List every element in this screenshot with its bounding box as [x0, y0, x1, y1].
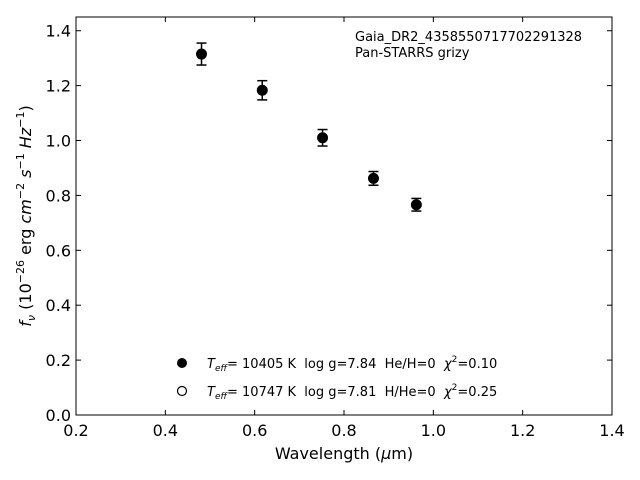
- x-axis-label: Wavelength (μm): [275, 444, 413, 463]
- plot-area: [75, 16, 613, 416]
- y-tick-label: 1.0: [46, 132, 71, 151]
- x-tick-label: 0.2: [63, 421, 88, 440]
- x-axis-ticks: 0.2 0.4 0.6 0.8 1.0 1.2 1.4: [63, 17, 625, 440]
- y-tick-label: 0.0: [46, 406, 71, 425]
- data-series: [196, 42, 422, 212]
- y-tick-label: 1.4: [46, 22, 71, 41]
- x-tick-label: 0.8: [331, 421, 356, 440]
- data-point: [256, 84, 268, 96]
- legend-marker-open: [176, 385, 188, 397]
- data-point: [410, 199, 422, 211]
- data-point: [367, 172, 379, 184]
- y-tick-label: 0.4: [46, 296, 71, 315]
- legend-entry-2: Teff= 10747 K log g=7.81 H/He=0 χ2=0.25: [207, 383, 497, 402]
- data-point: [196, 48, 208, 60]
- y-axis-label: fν (10−26 erg cm−2 s−1 Hz−1): [14, 105, 38, 326]
- legend-marker-filled: [177, 358, 187, 368]
- x-tick-label: 1.2: [510, 421, 535, 440]
- annotation-object-id: Gaia_DR2_4358550717702291328: [355, 30, 582, 45]
- data-point: [317, 132, 329, 144]
- legend: Teff= 10405 K log g=7.84 He/H=0 χ2=0.10 …: [176, 355, 497, 402]
- x-tick-label: 1.0: [421, 421, 446, 440]
- y-tick-label: 0.2: [46, 351, 71, 370]
- annotation-photometry: Pan-STARRS grizy: [355, 46, 470, 61]
- x-tick-label: 1.4: [599, 421, 624, 440]
- y-tick-label: 0.6: [46, 241, 71, 260]
- y-axis-ticks: 0.0 0.2 0.4 0.6 0.8 1.0 1.2 1.4: [46, 22, 612, 425]
- y-tick-label: 1.2: [46, 77, 71, 96]
- y-tick-label: 0.8: [46, 186, 71, 205]
- x-tick-label: 0.6: [242, 421, 267, 440]
- x-tick-label: 0.4: [153, 421, 178, 440]
- legend-entry-1: Teff= 10405 K log g=7.84 He/H=0 χ2=0.10: [207, 355, 497, 374]
